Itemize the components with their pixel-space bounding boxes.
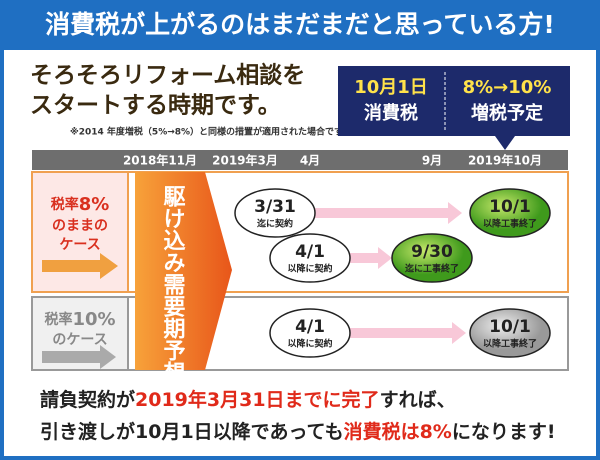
banner-bg	[0, 0, 600, 50]
timeline-bar	[32, 150, 568, 170]
case-label: 税率8%	[51, 194, 110, 215]
step-text: 迄に工事終了	[405, 263, 459, 275]
bottom-line: 引き渡しが10月1日以降であっても消費税は8%になります!	[40, 420, 556, 443]
step-circle	[469, 308, 551, 358]
case-label: のままの	[52, 218, 108, 234]
case-arrow	[42, 253, 118, 279]
step-circle	[269, 233, 351, 283]
case-arrow	[42, 345, 116, 369]
badge-text: 8%→10%	[463, 77, 552, 98]
note: ※2014 年度増税（5%→8%）と同様の措置が適用された場合です。	[70, 126, 351, 138]
timeline-label: 9月	[422, 154, 442, 168]
flow-arrow	[315, 202, 462, 224]
step-date: 10/1	[489, 317, 531, 337]
bottom-part: 請負契約が	[40, 388, 135, 411]
step-text: 以降に契約	[287, 263, 332, 275]
case-label: 税率10%	[44, 309, 115, 330]
timeline-label: 2019年10月	[468, 153, 542, 168]
step-circle	[469, 188, 551, 238]
rush-period: 駆け込み需要期予想	[160, 185, 186, 383]
flow-arrow	[350, 322, 466, 344]
case-label-part: 10%	[72, 309, 115, 330]
step-circle	[269, 308, 351, 358]
step-date: 4/1	[295, 242, 325, 262]
headline: スタートする時期です。	[30, 93, 281, 119]
bottom-part: になります!	[452, 421, 556, 443]
flow-arrow	[350, 247, 392, 269]
step-date: 4/1	[295, 317, 325, 337]
timeline-label: 2018年11月	[123, 153, 197, 168]
step-text: 迄に契約	[257, 218, 293, 230]
step-date: 10/1	[489, 197, 531, 217]
badge	[338, 66, 570, 136]
timeline-label: 2019年3月	[212, 153, 278, 168]
badge-text: 増税予定	[471, 102, 543, 124]
step-date: 9/30	[411, 242, 453, 262]
step-text: 以降に契約	[287, 338, 332, 350]
timeline-label: 4月	[300, 154, 320, 168]
case-label: ケース	[59, 237, 100, 253]
step-circle	[391, 233, 473, 283]
step-text: 以降工事終了	[483, 338, 537, 350]
badge-text: 消費税	[364, 102, 418, 124]
step-circle	[234, 188, 316, 238]
banner: 消費税が上がるのはまだまだと思っている方!	[45, 10, 555, 39]
bottom-part: 引き渡しが10月1日以降であっても	[40, 420, 344, 443]
case-label-part: 8%	[79, 194, 110, 215]
headline: そろそろリフォーム相談を	[30, 62, 305, 89]
bottom-line: 請負契約が2019年3月31日までに完了すれば、	[40, 388, 456, 411]
bottom-part: すれば、	[380, 389, 456, 411]
step-date: 3/31	[254, 197, 296, 217]
badge-pointer	[495, 136, 515, 150]
case-label: のケース	[52, 332, 107, 348]
step-text: 以降工事終了	[483, 218, 537, 230]
bottom-part: 2019年3月31日までに完了	[135, 388, 380, 411]
badge-text: 10月1日	[354, 77, 428, 98]
case-label-part: 税率	[51, 196, 79, 213]
case-label-part: 税率	[44, 311, 72, 328]
rush-arrow	[135, 172, 232, 370]
bottom-part: 消費税は8%	[344, 420, 452, 443]
